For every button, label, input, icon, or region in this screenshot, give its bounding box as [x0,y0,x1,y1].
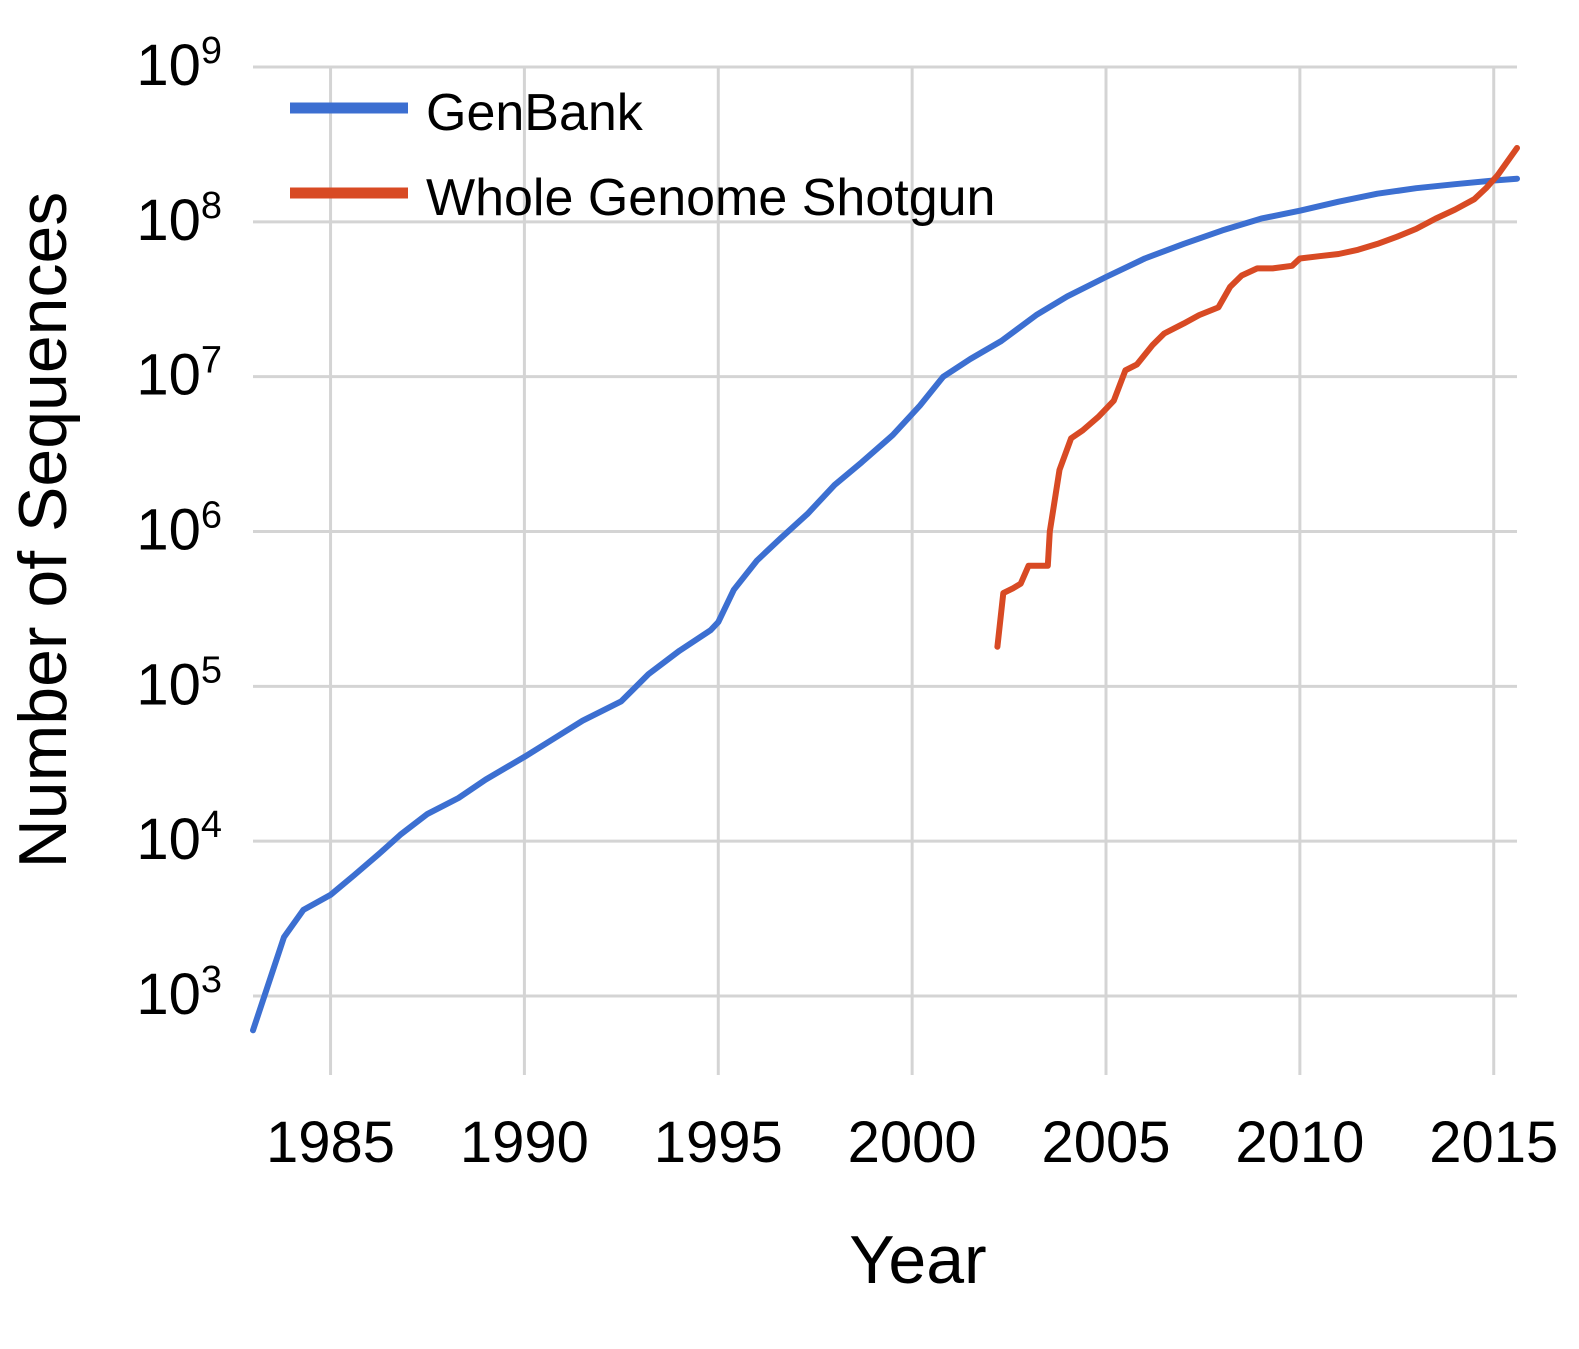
series-line-whole-genome-shotgun [994,145,1520,650]
y-tick-exponent: 9 [201,30,222,72]
x-axis-title: Year [849,1222,986,1298]
x-tick-labels: 1985 1990 1995 2000 2005 2010 2015 [266,1110,1558,1175]
y-tick-base: 10 [136,652,201,717]
x-tick-label: 2005 [1041,1110,1170,1175]
y-tick-exponent: 5 [201,649,222,691]
horizontal-gridlines [253,65,1517,998]
x-tick-label: 1985 [266,1110,395,1175]
series-line-genbank [250,175,1520,1034]
x-tick-label: 2000 [848,1110,977,1175]
y-tick-label: 103 [136,959,222,1027]
y-tick-base: 10 [136,498,201,563]
y-tick-base: 10 [136,343,201,408]
y-tick-base: 10 [136,807,201,872]
legend: GenBank Whole Genome Shotgun [290,84,995,227]
y-tick-base: 10 [136,33,201,98]
y-tick-label: 104 [136,804,222,872]
vertical-gridlines [329,67,1496,1075]
y-tick-label: 107 [136,340,222,408]
y-tick-exponent: 6 [201,495,222,537]
y-tick-base: 10 [136,188,201,253]
legend-label-genbank: GenBank [426,84,644,142]
y-tick-label: 109 [136,30,222,98]
y-tick-label: 108 [136,185,222,253]
y-tick-exponent: 4 [201,804,222,846]
x-tick-label: 1990 [460,1110,589,1175]
y-tick-label: 105 [136,649,222,717]
y-tick-base: 10 [136,962,201,1027]
series-lines [250,145,1520,1034]
legend-label-whole-genome-shotgun: Whole Genome Shotgun [426,169,995,227]
x-tick-label: 2010 [1235,1110,1364,1175]
y-tick-exponent: 8 [201,185,222,227]
y-tick-exponent: 7 [201,340,222,382]
x-tick-label: 1995 [654,1110,783,1175]
y-tick-exponent: 3 [201,959,222,1001]
x-tick-label: 2015 [1429,1110,1558,1175]
y-axis-title: Number of Sequences [5,192,81,869]
y-tick-label: 106 [136,495,222,563]
